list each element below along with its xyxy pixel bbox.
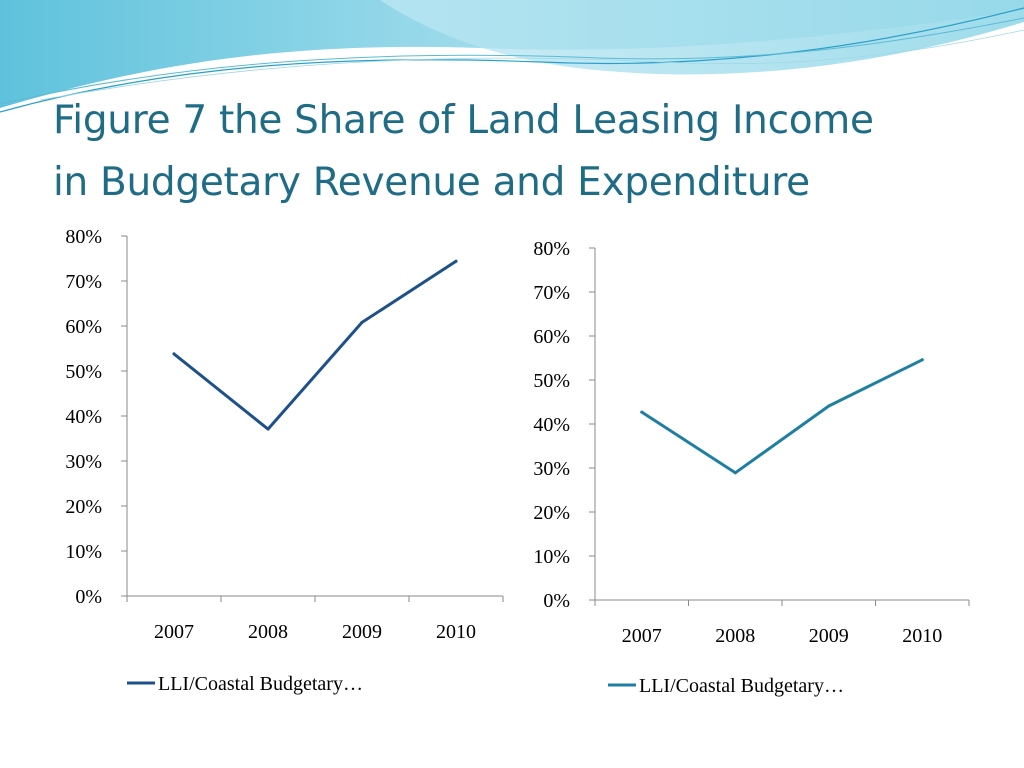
chart-2-x-tick-label: 2010 xyxy=(902,625,942,647)
chart-2-y-tick-label: 10% xyxy=(533,546,570,568)
chart-1-legend-label: LLI/Coastal Budgetary… xyxy=(158,673,363,695)
chart-2-x-tick-label: 2008 xyxy=(715,625,755,647)
chart-1-x-tick-label: 2010 xyxy=(436,621,476,643)
chart-2-y-tick-label: 80% xyxy=(533,238,570,260)
chart-1-y-tick-label: 40% xyxy=(65,406,102,428)
chart-1-y-tick-label: 80% xyxy=(65,226,102,248)
chart-1-y-tick-label: 10% xyxy=(65,541,102,563)
decorative-wave-header xyxy=(0,0,1024,113)
chart-2-y-tick-label: 0% xyxy=(543,590,570,612)
slide-title: Figure 7 the Share of Land Leasing Incom… xyxy=(53,90,993,214)
chart-1-y-tick-label: 30% xyxy=(65,451,102,473)
chart-2-legend-label: LLI/Coastal Budgetary… xyxy=(639,675,844,697)
chart-1-x-tick-label: 2007 xyxy=(154,621,194,643)
chart-2-y-tick-label: 20% xyxy=(533,502,570,524)
chart-2-series-line xyxy=(640,358,924,475)
chart-2-x-tick-label: 2007 xyxy=(622,625,662,647)
chart-2-y-tick-label: 30% xyxy=(533,458,570,480)
chart-1-data-point xyxy=(172,352,176,356)
chart-1-x-tick-label: 2008 xyxy=(248,621,288,643)
chart-1-data-point xyxy=(266,427,270,431)
chart-1-data-point xyxy=(454,259,458,263)
chart-2-data-point xyxy=(733,471,737,475)
slide-title-line-2: in Budgetary Revenue and Expenditure xyxy=(53,160,810,205)
chart-2-data-point xyxy=(827,404,831,408)
chart-1-y-tick-label: 70% xyxy=(65,271,102,293)
chart-1-x-tick-label: 2009 xyxy=(342,621,382,643)
chart-1-series-line xyxy=(172,259,458,431)
slide-title-line-1: Figure 7 the Share of Land Leasing Incom… xyxy=(53,98,874,143)
chart-2-y-tick-label: 60% xyxy=(533,326,570,348)
chart-1-y-tick-label: 60% xyxy=(65,316,102,338)
chart-2-x-tick-label: 2009 xyxy=(809,625,849,647)
chart-2-data-point xyxy=(640,410,644,414)
chart-2-y-tick-label: 50% xyxy=(533,370,570,392)
chart-2-y-tick-label: 70% xyxy=(533,282,570,304)
chart-2-data-point xyxy=(920,358,924,362)
chart-1-y-tick-label: 0% xyxy=(75,586,102,608)
chart-2-y-tick-label: 40% xyxy=(533,414,570,436)
chart-1-y-tick-label: 20% xyxy=(65,496,102,518)
chart-1-data-point xyxy=(360,320,364,324)
chart-1-y-tick-label: 50% xyxy=(65,361,102,383)
